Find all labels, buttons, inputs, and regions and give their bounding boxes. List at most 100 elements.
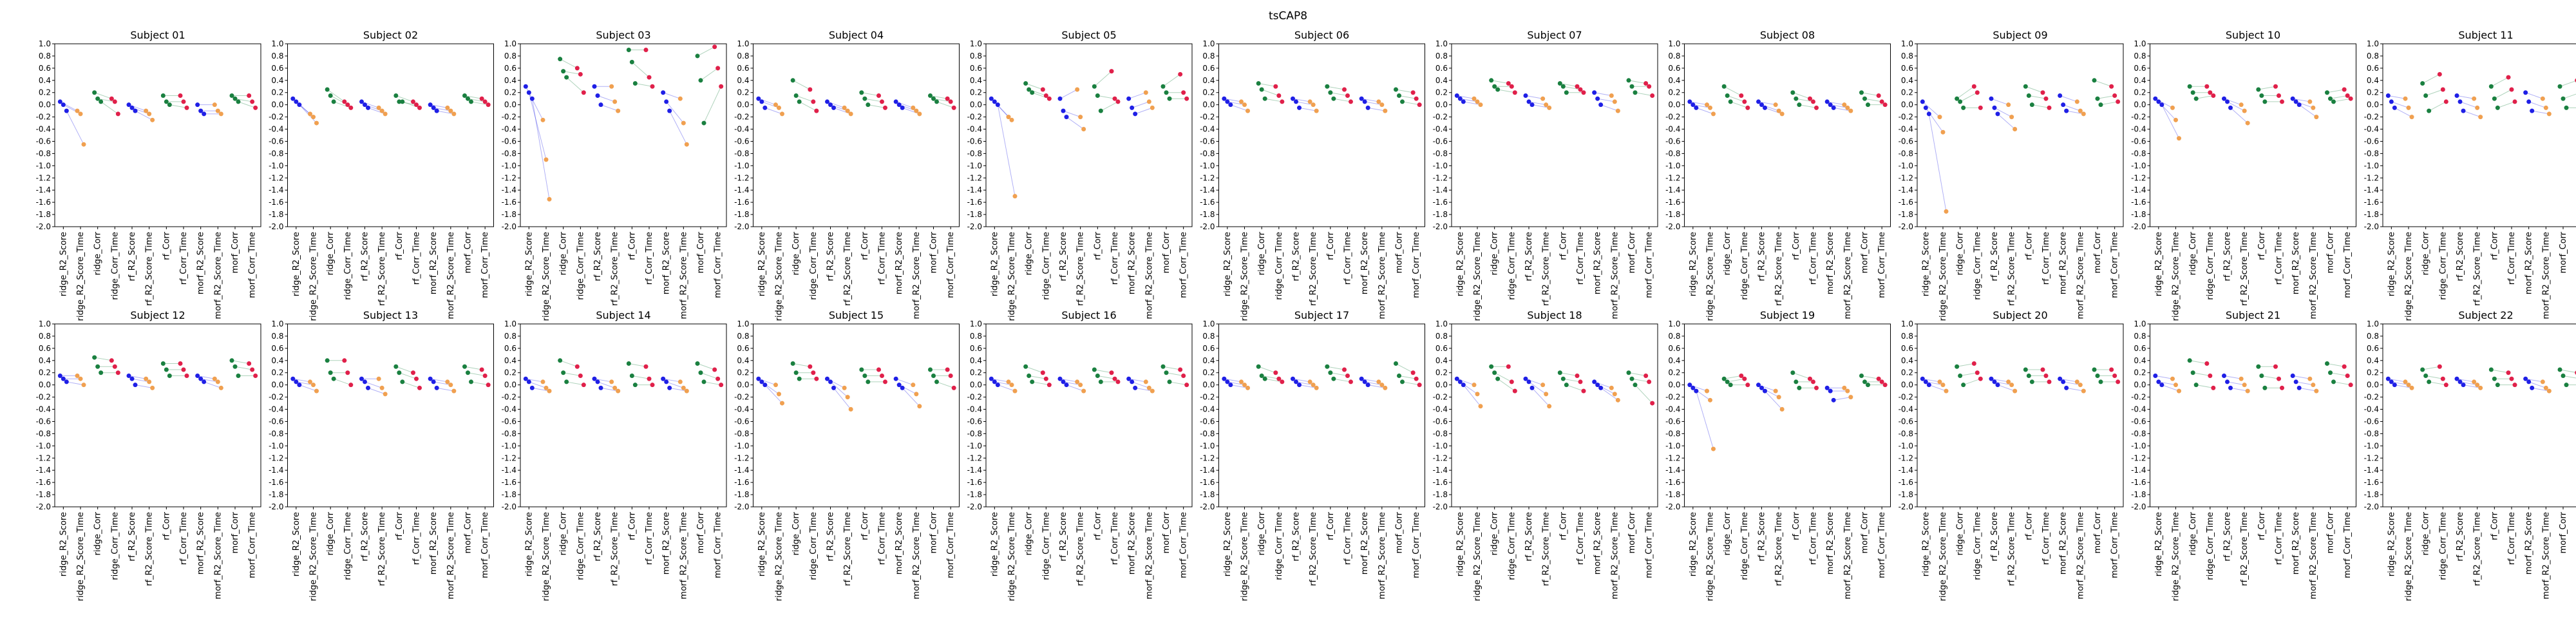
- data-point: [862, 373, 867, 378]
- x-tick-label: ridge_Corr_Time: [1507, 512, 1517, 580]
- data-point: [1828, 102, 1833, 108]
- pair-line: [2425, 89, 2443, 96]
- data-point: [664, 99, 669, 104]
- data-point: [701, 379, 706, 384]
- plot-frame: [520, 43, 727, 227]
- data-point: [698, 78, 703, 83]
- y-tick-label: -0.6: [2364, 137, 2379, 146]
- y-tick-label: -0.4: [1433, 405, 1448, 414]
- x-tick-label: morf_Corr_Time: [946, 512, 956, 578]
- y-tick-label: -1.2: [2364, 453, 2379, 462]
- data-point: [695, 361, 700, 366]
- data-point: [2153, 96, 2158, 101]
- data-point: [1307, 379, 1312, 384]
- data-point: [2314, 388, 2319, 393]
- data-point: [1414, 376, 1419, 381]
- pair-line: [2391, 381, 2409, 386]
- y-tick-label: -2.0: [502, 502, 516, 511]
- y-tick-label: 0.0: [504, 100, 516, 109]
- data-point: [2190, 370, 2195, 375]
- pair-line: [936, 101, 954, 108]
- y-tick-label: 0.2: [1668, 368, 1680, 377]
- y-tick-label: 0.2: [2367, 368, 2379, 377]
- data-point: [311, 383, 316, 388]
- data-point: [647, 75, 652, 80]
- data-point: [2472, 379, 2477, 384]
- x-tick-label: ridge_R2_Score_Time: [775, 512, 784, 601]
- data-point: [1523, 93, 1528, 98]
- data-point: [780, 401, 784, 406]
- y-tick-label: -1.8: [2364, 210, 2379, 219]
- data-point: [931, 373, 936, 378]
- pair-line: [197, 375, 215, 379]
- data-point: [1564, 90, 1569, 95]
- x-tick-label: rf_Corr: [2490, 231, 2499, 260]
- data-point: [81, 142, 86, 147]
- pair-line: [2559, 369, 2576, 373]
- pair-line: [2063, 381, 2081, 386]
- data-point: [2170, 376, 2175, 381]
- data-point: [1773, 388, 1778, 393]
- data-point: [1882, 102, 1888, 108]
- data-point: [1126, 96, 1132, 101]
- data-point: [1506, 81, 1511, 86]
- y-tick-label: -1.8: [1200, 490, 1215, 499]
- y-tick-label: 0.2: [271, 368, 283, 377]
- y-tick-label: -1.6: [2364, 478, 2379, 487]
- x-tick-label: ridge_R2_Score_Time: [1938, 232, 1948, 321]
- y-tick-label: 0.8: [271, 52, 283, 61]
- data-point: [75, 373, 80, 378]
- x-tick-label: morf_Corr: [1627, 511, 1637, 553]
- data-point: [1314, 108, 1319, 113]
- y-tick-label: 0.0: [1901, 100, 1913, 109]
- data-point: [2047, 105, 2052, 110]
- data-point: [914, 392, 919, 397]
- data-point: [1492, 84, 1497, 89]
- data-point: [1728, 383, 1733, 388]
- data-point: [2208, 373, 2213, 378]
- data-point: [1961, 105, 1966, 110]
- subplot: Subject 201.00.80.60.40.20.0-0.2-0.4-0.6…: [1899, 309, 2124, 601]
- pair-line: [135, 384, 153, 388]
- data-point: [845, 395, 850, 400]
- x-tick-label: ridge_Corr_Time: [2206, 512, 2215, 580]
- data-point: [1030, 90, 1035, 95]
- data-point: [1790, 370, 1795, 375]
- x-tick-label: rf_Corr: [627, 231, 637, 260]
- y-tick-label: 0.0: [1901, 381, 1913, 390]
- x-tick-label: rf_Corr_Time: [1576, 232, 1586, 285]
- data-point: [1862, 96, 1867, 101]
- data-point: [762, 383, 768, 388]
- y-tick-label: -0.8: [734, 429, 749, 438]
- x-tick-label: ridge_Corr_Time: [1274, 232, 1284, 300]
- data-point: [1612, 392, 1617, 397]
- data-point: [1133, 111, 1138, 117]
- pair-line: [1956, 363, 1975, 367]
- data-point: [218, 111, 223, 117]
- pair-line: [1861, 92, 1879, 96]
- pair-line: [204, 381, 222, 388]
- y-tick-label: -1.4: [1665, 466, 1680, 475]
- x-tick-label: rf_R2_Score_Time: [2473, 232, 2483, 306]
- x-tick-label: ridge_R2_Score_Time: [1240, 232, 1250, 321]
- data-point: [759, 99, 764, 104]
- data-point: [1478, 404, 1483, 409]
- plot-frame: [1451, 323, 1658, 507]
- data-point: [2098, 379, 2103, 384]
- data-point: [2170, 105, 2175, 110]
- data-point: [250, 367, 255, 372]
- data-point: [612, 99, 618, 104]
- pair-line: [1166, 372, 1184, 376]
- data-point: [1721, 376, 1727, 381]
- data-point: [1937, 115, 1942, 120]
- data-point: [712, 44, 717, 50]
- data-point: [2314, 115, 2319, 120]
- pair-line: [94, 357, 112, 361]
- data-point: [1711, 446, 1716, 451]
- data-point: [523, 376, 528, 381]
- data-point: [2561, 373, 2566, 378]
- y-tick-label: -1.8: [2131, 490, 2146, 499]
- x-tick-label: rf_R2_Score_Time: [2240, 232, 2249, 306]
- data-point: [1509, 379, 1514, 384]
- x-tick-label: ridge_Corr: [559, 511, 569, 555]
